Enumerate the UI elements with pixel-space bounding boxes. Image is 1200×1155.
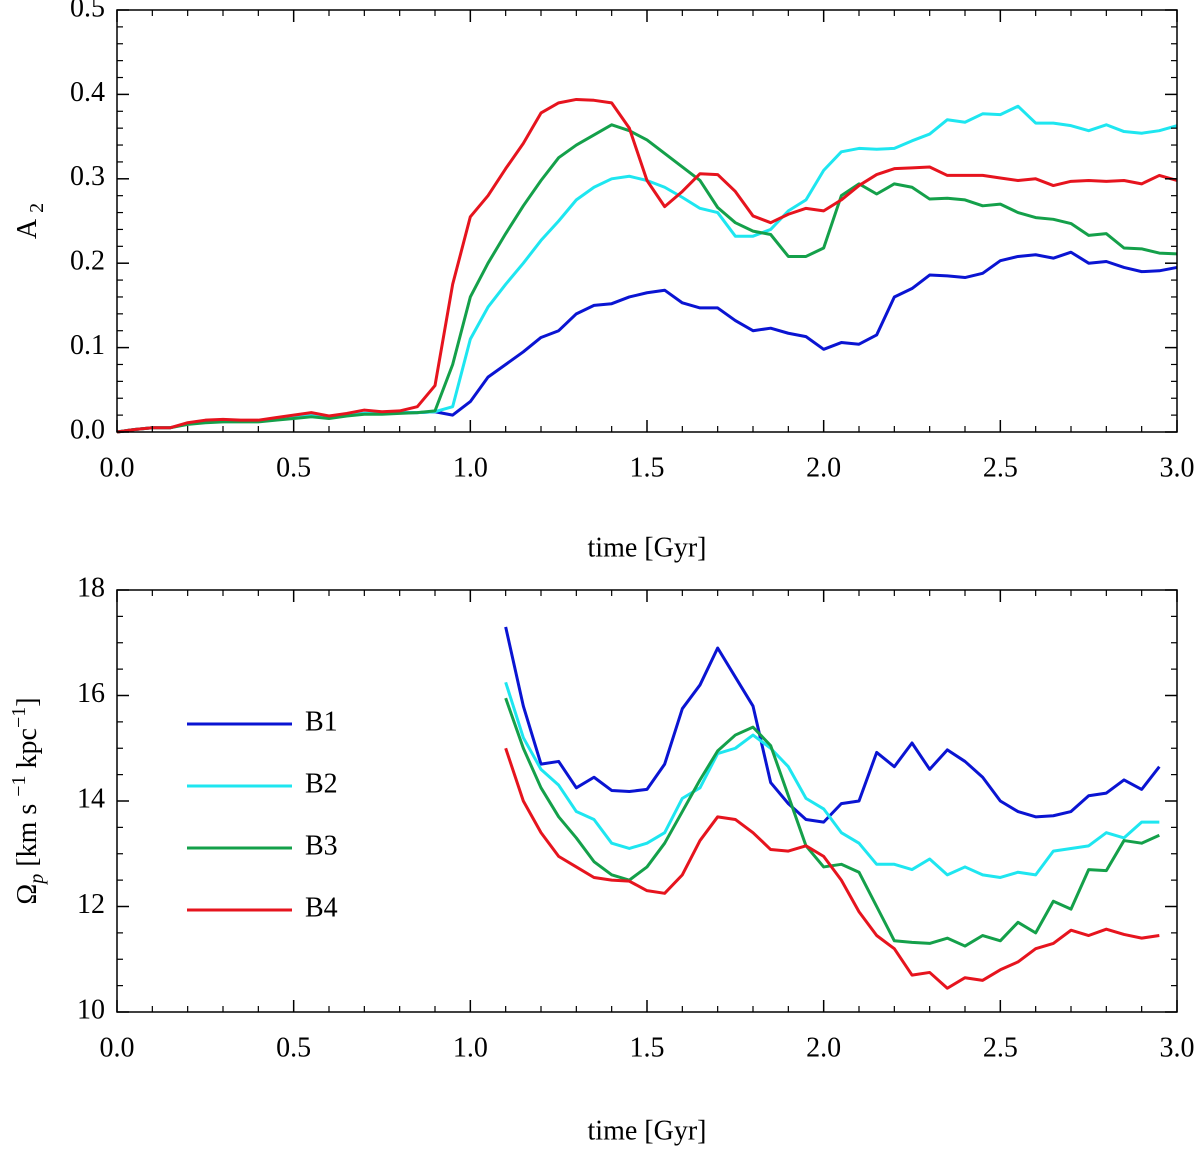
x-tick-label: 1.0	[453, 452, 488, 483]
legend-label: B2	[305, 768, 338, 799]
x-tick-label: 3.0	[1160, 452, 1195, 483]
x-tick-label: 1.5	[630, 452, 665, 483]
y-tick-label: 12	[77, 889, 105, 920]
x-axis-label: time [Gyr]	[588, 532, 707, 563]
y-tick-label: 16	[77, 678, 105, 709]
series-line	[504, 681, 1160, 879]
y-axis-label-part: A	[12, 218, 43, 239]
series-line	[116, 123, 1178, 434]
y-axis-label: Ωp [km s −1 kpc−1]	[8, 697, 48, 904]
y-tick-label: 0.2	[70, 246, 105, 277]
x-tick-label: 0.0	[100, 452, 135, 483]
y-tick-label: 0.5	[70, 0, 105, 23]
y-tick-label: 0.1	[70, 330, 105, 361]
series-line	[116, 104, 1178, 434]
y-axis-label-part: kpc	[12, 728, 43, 775]
x-tick-label: 0.5	[276, 1032, 311, 1063]
axes-frame	[116, 589, 1178, 1013]
y-tick-label: 0.3	[70, 161, 105, 192]
y-tick-label: 0.0	[70, 414, 105, 445]
x-tick-label: 1.0	[453, 1032, 488, 1063]
y-axis-label-part: [km s	[12, 797, 43, 874]
series-line	[504, 626, 1161, 824]
legend-label: B3	[305, 830, 338, 861]
y-axis-label-part: −1	[8, 775, 30, 796]
x-tick-label: 2.5	[983, 452, 1018, 483]
legend-label: B1	[305, 706, 338, 737]
series-line	[504, 697, 1160, 948]
panel: 0.0 0.5 1.0 1.5 2.0 2.5 3.0 10 12 14 16 18 time [Gyr…	[8, 572, 1195, 1146]
panel: 0.0 0.5 1.0 1.5 2.0 2.5 3.0 0.0 0.1 0.2 0.3 0.4 0.5 t…	[12, 0, 1194, 563]
x-tick-label: 2.5	[983, 1032, 1018, 1063]
series-line	[116, 250, 1178, 434]
y-axis-label: A2	[12, 203, 47, 239]
y-axis-label-part: 2	[26, 203, 48, 213]
axes-frame	[116, 9, 1178, 433]
x-axis-label: time [Gyr]	[588, 1115, 707, 1146]
y-axis-label-part: p	[26, 874, 48, 886]
x-tick-label: 0.0	[100, 1032, 135, 1063]
y-tick-label: 10	[77, 994, 105, 1025]
y-tick-label: 14	[77, 783, 105, 814]
x-tick-label: 3.0	[1160, 1032, 1195, 1063]
x-tick-label: 1.5	[630, 1032, 665, 1063]
y-tick-label: 18	[77, 572, 105, 603]
series-line	[504, 747, 1160, 990]
y-axis-label-part: Ω	[12, 884, 43, 905]
y-axis-label-part: −1	[8, 707, 30, 728]
x-tick-label: 2.0	[806, 1032, 841, 1063]
y-tick-label: 0.4	[70, 77, 105, 108]
series-line	[116, 97, 1178, 434]
x-tick-label: 2.0	[806, 452, 841, 483]
y-axis-label-part: ]	[12, 697, 43, 706]
legend-label: B4	[305, 892, 338, 923]
x-tick-label: 0.5	[276, 452, 311, 483]
